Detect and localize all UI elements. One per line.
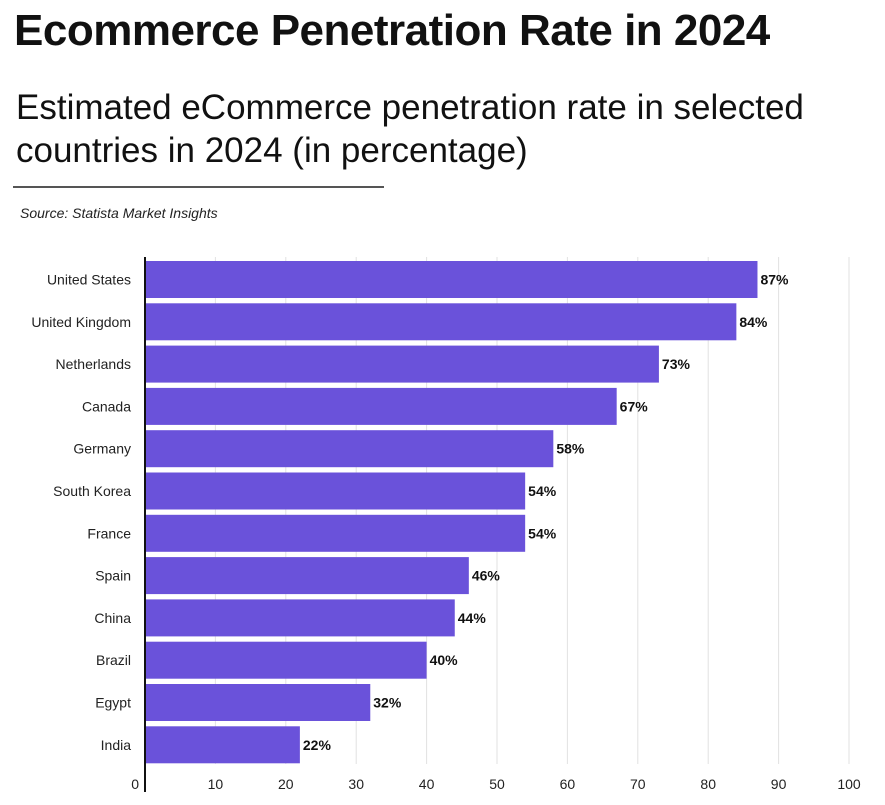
data-label: 58%	[556, 441, 585, 457]
x-tick-label: 50	[489, 776, 505, 792]
data-label: 44%	[458, 610, 487, 626]
data-label: 67%	[620, 398, 649, 414]
bar	[145, 514, 526, 552]
data-label: 84%	[739, 314, 768, 330]
x-tick-label: 10	[208, 776, 224, 792]
category-label: Egypt	[95, 695, 131, 711]
x-tick-label: 100	[837, 776, 861, 792]
category-label: South Korea	[53, 483, 131, 499]
x-tick-label: 90	[771, 776, 787, 792]
category-label: United Kingdom	[31, 314, 131, 330]
category-label: Spain	[95, 568, 131, 584]
category-label: Germany	[73, 441, 131, 457]
bar	[145, 726, 300, 764]
bar	[145, 557, 469, 595]
x-tick-label: 40	[419, 776, 435, 792]
x-tick-label: 30	[348, 776, 364, 792]
x-tick-label: 20	[278, 776, 294, 792]
x-tick-label: 0	[131, 776, 139, 792]
data-label: 54%	[528, 483, 557, 499]
data-label: 32%	[373, 695, 402, 711]
category-label: Canada	[82, 398, 131, 414]
data-labels: 87% 84% 73% 67% 58% 54% 54% 46% 44% 40% 32% 22%	[303, 272, 789, 753]
data-label: 22%	[303, 737, 332, 753]
bar	[145, 345, 659, 383]
category-label: Netherlands	[56, 356, 132, 372]
bar	[145, 641, 427, 679]
data-label: 40%	[430, 652, 459, 668]
x-tick-label: 60	[560, 776, 576, 792]
category-label: India	[101, 737, 132, 753]
chart-title: Ecommerce Penetration Rate in 2024	[14, 6, 770, 55]
bar	[145, 684, 371, 721]
category-labels: United States United Kingdom Netherlands Ca…	[31, 272, 131, 753]
grid-lines	[214, 257, 850, 764]
data-label: 54%	[528, 525, 557, 541]
category-label: United States	[47, 272, 131, 288]
x-axis-ticks: 0 10 20 30 40 50 60 70 80 90 100	[131, 776, 861, 792]
bars	[145, 261, 758, 764]
category-label: Brazil	[96, 652, 131, 668]
data-label: 87%	[760, 272, 789, 288]
bar	[145, 261, 758, 298]
source-note: Source: Statista Market Insights	[20, 205, 218, 221]
data-label: 46%	[472, 568, 501, 584]
bar	[145, 599, 455, 637]
x-tick-label: 70	[630, 776, 646, 792]
data-label: 73%	[662, 356, 691, 372]
bar	[145, 387, 617, 425]
category-label: China	[94, 610, 131, 626]
chart-subtitle: Estimated eCommerce penetration rate in …	[16, 88, 804, 170]
title-divider	[13, 186, 384, 188]
bar	[145, 303, 737, 341]
bar	[145, 430, 554, 468]
bar-chart: 87% 84% 73% 67% 58% 54% 54% 46% 44% 40% 32% 22% Uni…	[31, 257, 861, 792]
category-label: France	[87, 525, 131, 541]
bar	[145, 472, 526, 510]
x-tick-label: 80	[700, 776, 716, 792]
